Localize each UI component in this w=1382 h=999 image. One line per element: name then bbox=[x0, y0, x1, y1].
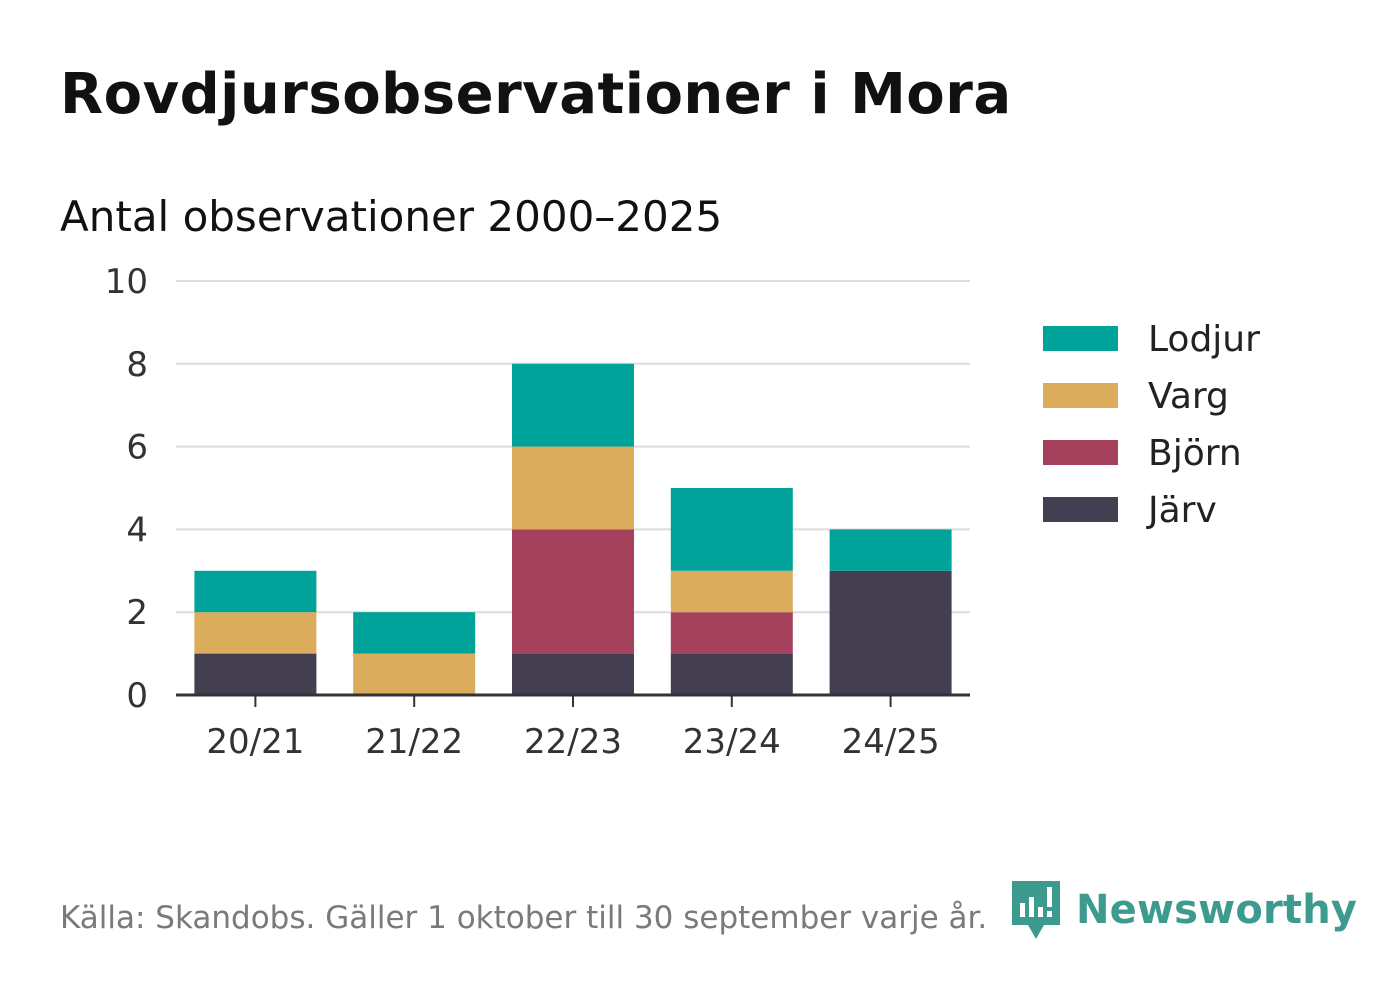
legend-item-lodjur: Lodjur bbox=[1043, 319, 1260, 360]
bar-segment-järv bbox=[670, 653, 793, 695]
bar-segment-lodjur bbox=[194, 570, 317, 613]
legend-item-järv: Järv bbox=[1043, 490, 1217, 531]
newsworthy-logo-icon bbox=[1012, 881, 1060, 939]
bar-segment-lodjur bbox=[353, 612, 476, 654]
legend-label: Järv bbox=[1146, 490, 1217, 531]
x-tick-label: 20/21 bbox=[206, 722, 304, 762]
bar-segment-järv bbox=[512, 653, 634, 695]
y-tick-label: 6 bbox=[126, 428, 148, 468]
legend: Lodjur Varg Björn Järv bbox=[1043, 319, 1260, 531]
bar-segment-björn bbox=[512, 529, 634, 654]
legend-item-varg: Varg bbox=[1043, 376, 1229, 417]
legend-swatch bbox=[1043, 383, 1118, 408]
bar-stack bbox=[670, 488, 793, 695]
y-tick-label: 10 bbox=[105, 262, 148, 302]
bar-segment-varg bbox=[670, 570, 793, 613]
x-tick-label: 22/23 bbox=[524, 722, 622, 762]
y-tick-label: 4 bbox=[126, 510, 148, 550]
x-axis-ticks: 20/21 21/22 22/23 23/24 24/25 bbox=[206, 695, 940, 762]
x-tick-label: 23/24 bbox=[683, 722, 781, 762]
legend-swatch bbox=[1043, 326, 1118, 351]
bar-segment-lodjur bbox=[670, 488, 793, 571]
legend-item-björn: Björn bbox=[1043, 433, 1242, 474]
bar-stack bbox=[194, 570, 317, 695]
bar-segment-varg bbox=[512, 446, 634, 530]
bar-stack bbox=[512, 363, 634, 695]
bar-segment-varg bbox=[353, 653, 476, 695]
y-tick-label: 0 bbox=[126, 676, 148, 716]
legend-label: Lodjur bbox=[1148, 319, 1260, 360]
chart-subtitle: Antal observationer 2000–2025 bbox=[60, 192, 723, 241]
x-tick-label: 24/25 bbox=[842, 722, 940, 762]
legend-swatch bbox=[1043, 440, 1118, 465]
y-tick-label: 2 bbox=[126, 593, 148, 633]
bar-stacks bbox=[194, 363, 952, 695]
bar-segment-lodjur bbox=[512, 363, 634, 447]
bar-segment-järv bbox=[194, 653, 317, 695]
x-tick-label: 21/22 bbox=[365, 722, 463, 762]
bar-stack bbox=[353, 612, 476, 695]
bar-segment-björn bbox=[670, 612, 793, 654]
brand-logo: Newsworthy bbox=[1010, 878, 1357, 942]
y-tick-label: 8 bbox=[126, 345, 148, 385]
y-axis-ticks: 0 2 4 6 8 10 bbox=[105, 262, 148, 716]
source-note: Källa: Skandobs. Gäller 1 oktober till 3… bbox=[60, 900, 988, 936]
chart-title: Rovdjursobservationer i Mora bbox=[60, 62, 1012, 127]
bar-segment-lodjur bbox=[829, 529, 952, 571]
bar-segment-järv bbox=[829, 570, 952, 695]
brand-name: Newsworthy bbox=[1076, 887, 1358, 933]
legend-label: Varg bbox=[1148, 376, 1229, 417]
bar-stack bbox=[829, 529, 952, 695]
bar-segment-varg bbox=[194, 612, 317, 654]
legend-label: Björn bbox=[1148, 433, 1242, 474]
legend-swatch bbox=[1043, 497, 1118, 522]
